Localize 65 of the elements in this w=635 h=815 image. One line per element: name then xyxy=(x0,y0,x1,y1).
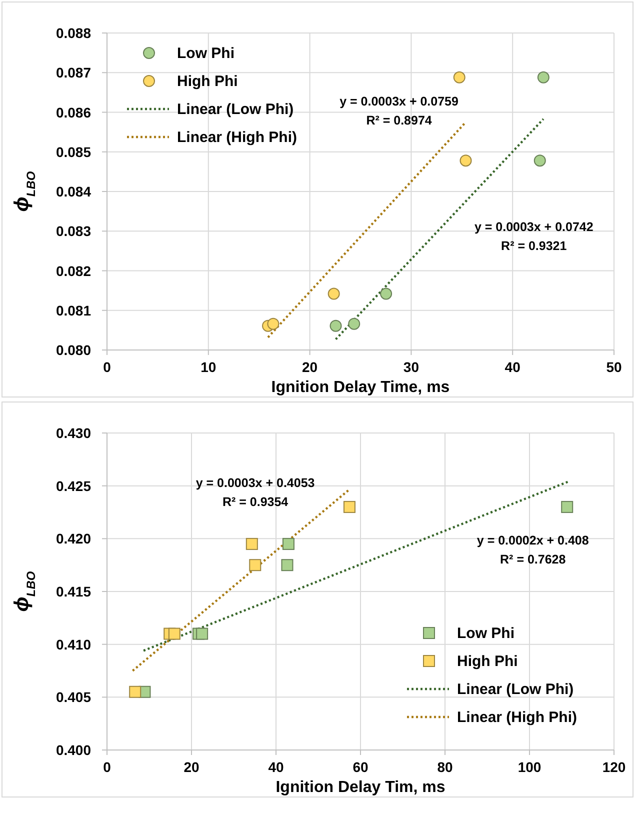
x-tick-label: 20 xyxy=(302,359,318,375)
point xyxy=(453,71,466,84)
legend-label: Low Phi xyxy=(457,625,514,642)
point xyxy=(281,559,294,572)
legend-label: High Phi xyxy=(177,73,238,90)
point xyxy=(343,500,356,513)
x-tick-label: 120 xyxy=(602,759,626,775)
annotation: y = 0.0002x + 0.408 xyxy=(476,533,589,548)
y-tick-label: 0.087 xyxy=(56,64,92,81)
x-tick-label: 80 xyxy=(437,759,453,775)
y-tick-label: 0.405 xyxy=(56,689,92,706)
y-tick-label: 0.425 xyxy=(56,478,92,494)
x-tick-label: 10 xyxy=(200,359,216,375)
legend-label: Linear (Low Phi) xyxy=(457,681,574,698)
annotation: R² = 0.9354 xyxy=(222,494,288,509)
point xyxy=(168,628,180,640)
legend-label: Linear (Low Phi) xyxy=(177,101,294,118)
point xyxy=(348,318,360,330)
y-tick-label: 0.400 xyxy=(56,742,92,758)
point xyxy=(460,154,472,167)
point xyxy=(129,686,142,698)
legend-label: High Phi xyxy=(457,653,518,670)
y-tick-label: 0.082 xyxy=(56,262,92,279)
x-tick-label: 100 xyxy=(518,759,542,775)
point xyxy=(330,320,342,332)
annotation: y = 0.0003x + 0.4053 xyxy=(196,476,315,490)
x-tick-label: 50 xyxy=(606,359,622,375)
x-tick-label: 60 xyxy=(352,759,368,775)
y-tick-label: 0.430 xyxy=(56,425,92,441)
x-tick-label: 30 xyxy=(403,359,420,375)
point xyxy=(196,628,208,640)
x-axis-title: Ignition Delay Tim, ms xyxy=(276,779,446,796)
annotation: R² = 0.9321 xyxy=(501,238,567,253)
x-tick-label: 40 xyxy=(504,359,521,375)
point xyxy=(328,288,340,300)
y-tick-label: 0.410 xyxy=(56,636,92,652)
point xyxy=(537,71,550,84)
x-axis-title: Ignition Delay Time, ms xyxy=(271,379,450,396)
annotation: R² = 0.7628 xyxy=(500,552,566,566)
point xyxy=(380,288,392,300)
x-tick-label: 20 xyxy=(184,759,200,775)
point xyxy=(534,154,546,167)
y-tick-label: 0.085 xyxy=(56,144,92,160)
y-tick-label: 0.081 xyxy=(56,302,92,318)
x-tick-label: 0 xyxy=(103,759,112,775)
y-tick-label: 0.086 xyxy=(56,104,92,120)
y-tick-label: 0.083 xyxy=(56,223,92,240)
annotation: R² = 0.8974 xyxy=(366,114,432,128)
y-tick-label: 0.080 xyxy=(56,342,92,358)
y-tick-label: 0.088 xyxy=(56,25,92,41)
point xyxy=(561,500,574,513)
annotation: y = 0.0003x + 0.0759 xyxy=(340,94,459,109)
y-tick-label: 0.415 xyxy=(56,584,92,600)
legend-label: Linear (High Phi) xyxy=(457,709,578,726)
point xyxy=(246,538,258,550)
x-tick-label: 40 xyxy=(268,759,284,775)
annotation: y = 0.0003x + 0.0742 xyxy=(474,220,594,234)
x-tick-label: 0 xyxy=(103,359,112,375)
point xyxy=(282,538,294,550)
y-tick-label: 0.420 xyxy=(56,530,92,547)
y-tick-label: 0.084 xyxy=(56,184,92,200)
point xyxy=(267,318,280,330)
legend-label: Low Phi xyxy=(177,45,234,62)
point xyxy=(249,559,262,572)
legend-label: Linear (High Phi) xyxy=(177,129,298,146)
